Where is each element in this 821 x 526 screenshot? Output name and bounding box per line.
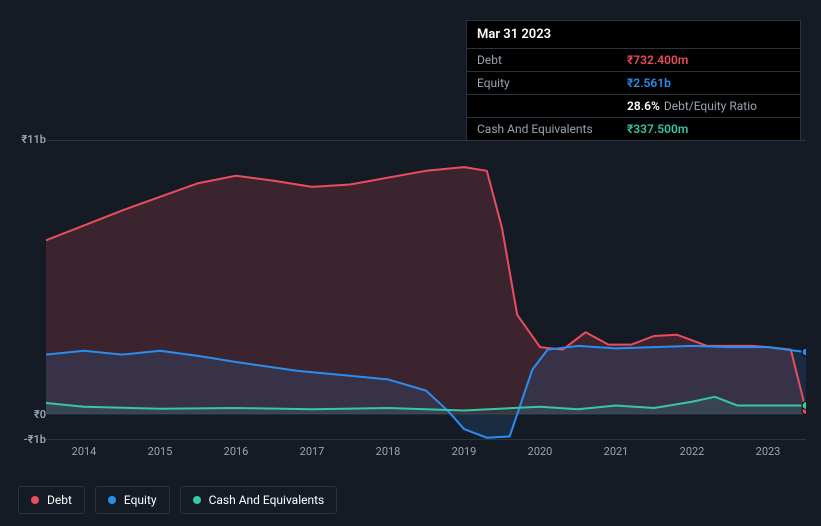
x-axis-label: 2020 <box>528 445 553 458</box>
x-axis-label: 2019 <box>452 445 477 458</box>
legend-item[interactable]: Debt <box>18 486 85 514</box>
tooltip-row-label: Debt <box>477 53 627 67</box>
series-end-marker[interactable] <box>802 348 806 356</box>
x-axis-label: 2022 <box>680 445 705 458</box>
y-axis-label: ₹0 <box>34 408 46 421</box>
legend-label: Equity <box>124 493 157 507</box>
tooltip-row-label <box>477 99 627 113</box>
x-axis-label: 2023 <box>756 445 781 458</box>
x-axis-label: 2014 <box>72 445 97 458</box>
tooltip-row-value: ₹732.400m <box>627 53 688 67</box>
legend-item[interactable]: Equity <box>95 486 170 514</box>
tooltip-row: Equity₹2.561b <box>467 71 800 94</box>
tooltip-row: Debt₹732.400m <box>467 48 800 71</box>
tooltip-row-value: 28.6%Debt/Equity Ratio <box>627 99 757 113</box>
tooltip-date: Mar 31 2023 <box>467 21 800 48</box>
legend-label: Cash And Equivalents <box>209 493 325 507</box>
tooltip-row: 28.6%Debt/Equity Ratio <box>467 94 800 117</box>
legend-color-dot <box>108 496 116 504</box>
legend-color-dot <box>193 496 201 504</box>
tooltip-row-sublabel: Debt/Equity Ratio <box>664 99 757 113</box>
x-axis-label: 2021 <box>604 445 629 458</box>
legend-color-dot <box>31 496 39 504</box>
chart-legend: Debt Equity Cash And Equivalents <box>18 486 337 514</box>
y-axis-label: -₹1b <box>24 433 46 446</box>
x-axis-label: 2017 <box>300 445 325 458</box>
y-axis-label: ₹11b <box>21 133 46 146</box>
legend-item[interactable]: Cash And Equivalents <box>180 486 338 514</box>
x-axis-label: 2015 <box>148 445 173 458</box>
series-end-marker[interactable] <box>802 402 806 410</box>
tooltip-row-value: ₹2.561b <box>627 76 671 90</box>
debt-equity-chart: ₹11b₹0-₹1b 20142015201620172018201920202… <box>18 120 806 440</box>
x-axis-label: 2018 <box>376 445 401 458</box>
tooltip-row-label: Equity <box>477 76 627 90</box>
x-axis-label: 2016 <box>224 445 249 458</box>
plot-area[interactable]: 2014201520162017201820192020202120222023 <box>46 140 806 440</box>
legend-label: Debt <box>47 493 72 507</box>
